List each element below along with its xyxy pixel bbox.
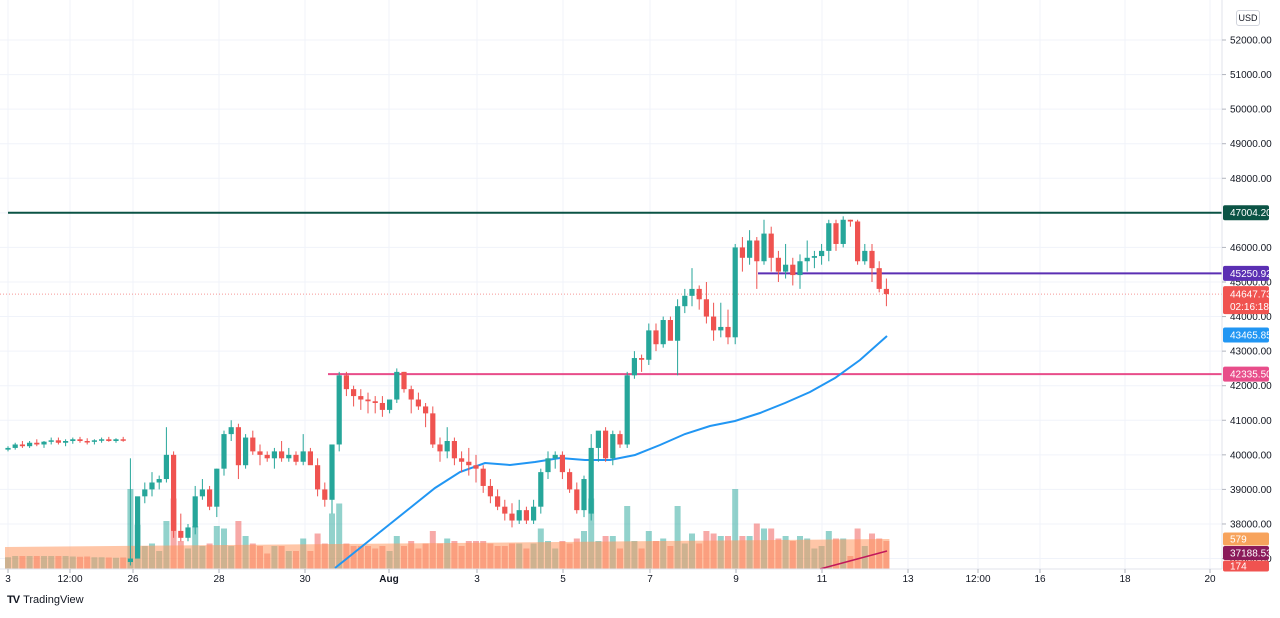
price-axis[interactable]: 52000.00 51000.00 50000.00 49000.00 48000.00… (1221, 0, 1272, 569)
time-tick-label: 9 (733, 574, 739, 585)
moving-average-line (334, 335, 888, 569)
svg-text:579: 579 (1230, 535, 1247, 546)
time-tick-label: 18 (1119, 574, 1131, 585)
time-tick-label: 26 (127, 574, 139, 585)
svg-text:174: 174 (1230, 562, 1247, 573)
price-tick-label: 43000.00 (1230, 347, 1272, 358)
svg-text:42335.50: 42335.50 (1230, 370, 1272, 381)
time-tick-label: 13 (902, 574, 914, 585)
time-tick-label: 16 (1034, 574, 1046, 585)
svg-text:37188.53: 37188.53 (1230, 549, 1272, 560)
horizontal-levels[interactable] (0, 211, 1222, 376)
time-tick-label: Aug (379, 574, 398, 585)
time-tick-label: 28 (213, 574, 225, 585)
price-tick-label: 40000.00 (1230, 450, 1272, 461)
price-tick-label: 38000.00 (1230, 519, 1272, 530)
svg-text:02:16:18: 02:16:18 (1230, 302, 1269, 313)
tradingview-logo-icon: TV (7, 594, 20, 606)
price-tick-label: 52000.00 (1230, 36, 1272, 47)
time-tick-label: 30 (299, 574, 311, 585)
time-tick-label: 7 (647, 574, 653, 585)
price-tick-label: 46000.00 (1230, 243, 1272, 254)
tradingview-logo[interactable]: TV TradingView (7, 594, 84, 606)
price-tag: 43465.85 (1223, 327, 1272, 343)
time-axis[interactable]: 3 12:00 26 28 30 Aug 3 5 7 9 11 13 12:00 16 18 20 (0, 568, 1222, 585)
price-tick-label: 49000.00 (1230, 139, 1272, 150)
currency-badge[interactable]: USD (1236, 10, 1260, 26)
time-tick-label: 3 (5, 574, 11, 585)
svg-text:45250.92: 45250.92 (1230, 269, 1272, 280)
price-tick-label: 44000.00 (1230, 312, 1272, 323)
price-tag: 45250.92 (1223, 265, 1272, 281)
tradingview-logo-text: TradingView (23, 594, 84, 606)
price-tag: 37188.53 (1223, 546, 1272, 560)
candlestick-series (5, 216, 889, 566)
price-tick-label: 45000.00 (1230, 277, 1272, 288)
svg-text:43465.85: 43465.85 (1230, 331, 1272, 342)
price-tick-label: 50000.00 (1230, 105, 1272, 116)
price-tag: 174 (1223, 560, 1269, 573)
time-tick-label: 12:00 (57, 574, 82, 585)
price-tick-label: 39000.00 (1230, 485, 1272, 496)
time-tick-label: 12:00 (965, 574, 990, 585)
price-tag: 42335.50 (1223, 366, 1272, 382)
time-tick-label: 20 (1204, 574, 1216, 585)
time-tick-label: 5 (560, 574, 566, 585)
price-tag: 47004.20 (1223, 205, 1272, 221)
price-tag: 579 (1223, 532, 1269, 546)
time-tick-label: 11 (817, 574, 828, 585)
price-tick-label: 41000.00 (1230, 416, 1272, 427)
price-tags: 47004.20 45250.92 42335.50 44647.7302:16:18… (1223, 205, 1272, 573)
svg-text:44647.73: 44647.73 (1230, 290, 1272, 301)
price-tick-label: 42000.00 (1230, 381, 1272, 392)
svg-text:47004.20: 47004.20 (1230, 208, 1272, 219)
price-tick-label: 51000.00 (1230, 70, 1272, 81)
time-tick-label: 3 (474, 574, 480, 585)
grid-lines (0, 0, 1222, 569)
price-tick-label: 48000.00 (1230, 174, 1272, 185)
